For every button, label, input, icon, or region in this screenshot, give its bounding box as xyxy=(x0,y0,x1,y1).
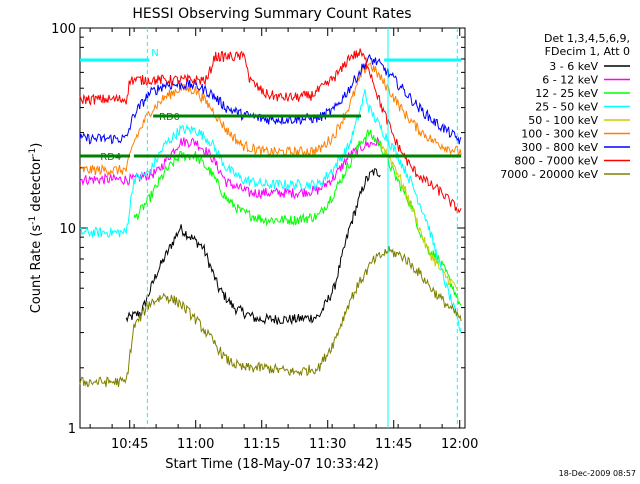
legend-header-line-1: Det 1,3,4,5,6,9, xyxy=(544,32,630,45)
y-axis-label: Count Rate (s-1 detector-1) xyxy=(28,143,44,314)
legend-label: 7000 - 20000 keV xyxy=(500,168,598,181)
annotation-n: N xyxy=(151,48,158,59)
series-line xyxy=(79,136,381,200)
x-tick-label: 11:45 xyxy=(375,437,412,452)
legend-label: 12 - 25 keV xyxy=(535,87,598,100)
annotation-rd0: RD0 xyxy=(159,112,180,123)
legend-label: 300 - 800 keV xyxy=(521,141,598,154)
x-tick-label: 11:30 xyxy=(309,437,346,452)
legend-label: 50 - 100 keV xyxy=(528,114,598,127)
y-axis-label-sup1: -1 xyxy=(28,216,38,225)
y-axis-label-sup2: -1 xyxy=(28,148,38,157)
y-tick-label: 100 xyxy=(51,22,76,37)
x-tick-label: 11:00 xyxy=(177,437,214,452)
x-tick-label: 10:45 xyxy=(111,437,148,452)
legend-label: 100 - 300 keV xyxy=(521,128,598,141)
timestamp: 18-Dec-2009 08:57 xyxy=(559,469,636,478)
legend-label: 800 - 7000 keV xyxy=(514,155,598,168)
x-tick-label: 12:00 xyxy=(441,437,478,452)
series-line xyxy=(79,48,462,214)
x-tick-label: 11:15 xyxy=(243,437,280,452)
series-line xyxy=(79,53,462,145)
y-axis-label-main: Count Rate (s xyxy=(29,225,44,314)
y-tick-label: 10 xyxy=(59,222,76,237)
series-line xyxy=(79,246,462,388)
series-line xyxy=(79,89,462,334)
y-axis-label-mid: detector xyxy=(29,156,44,216)
series-line xyxy=(379,142,458,291)
y-axis-label-end: ) xyxy=(29,143,44,148)
series-line xyxy=(125,168,381,326)
chart-title: HESSI Observing Summary Count Rates xyxy=(132,6,411,22)
legend-label: 3 - 6 keV xyxy=(549,60,598,73)
series-line xyxy=(79,62,462,177)
legend-header-line-2: FDecim 1, Att 0 xyxy=(545,45,630,58)
legend-label: 25 - 50 keV xyxy=(535,101,598,114)
y-tick-label: 1 xyxy=(68,422,76,437)
annotation-rd4: RD4 xyxy=(100,152,121,163)
x-axis-label: Start Time (18-May-07 10:33:42) xyxy=(165,457,379,472)
legend-label: 6 - 12 keV xyxy=(542,74,598,87)
